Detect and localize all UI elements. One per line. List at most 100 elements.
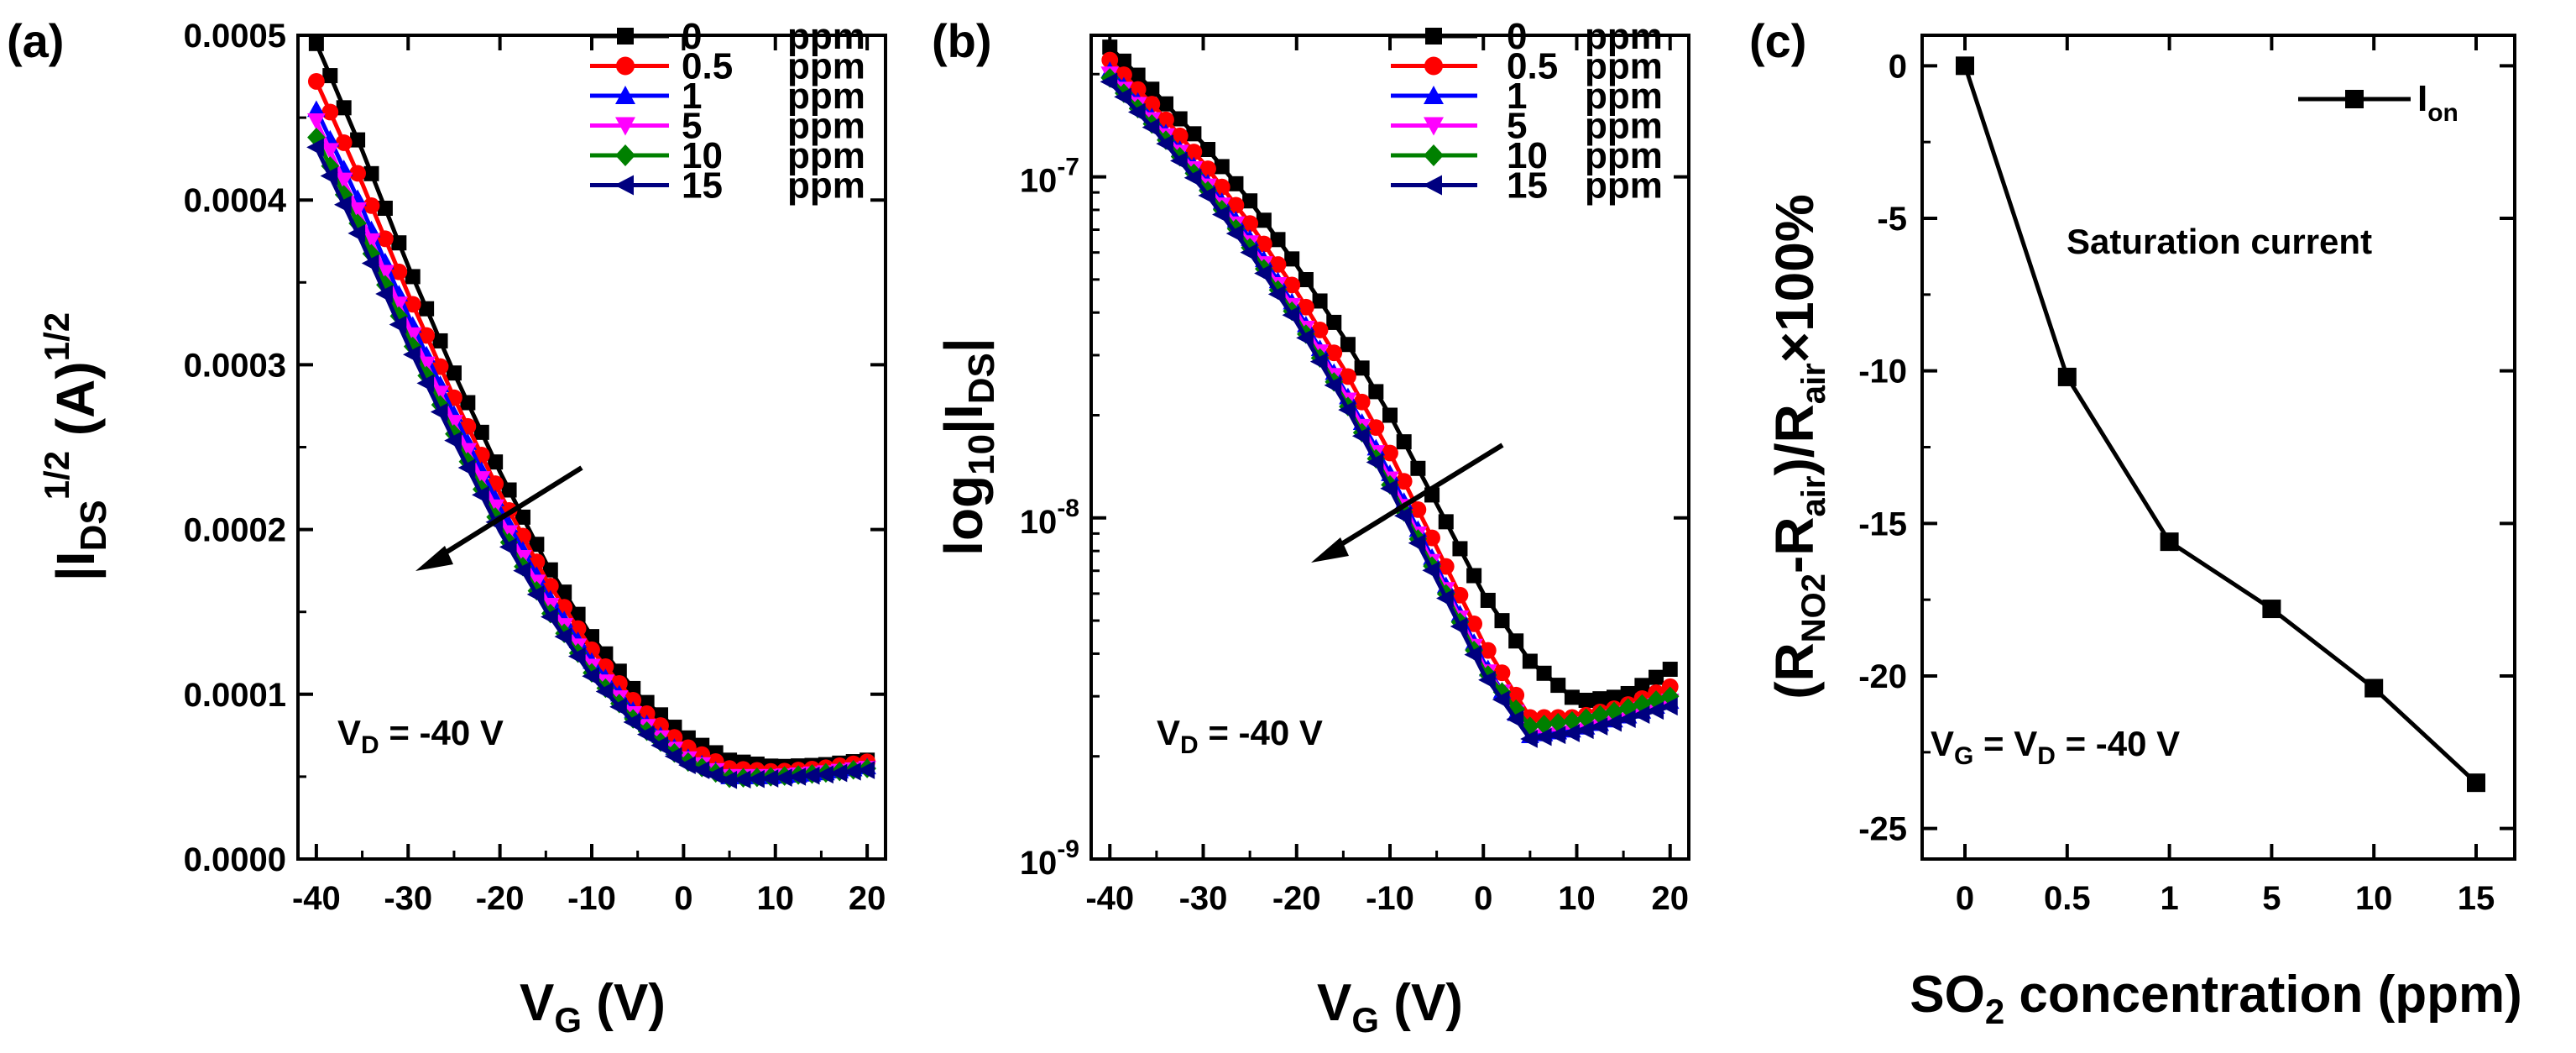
x-tick-label: -40 <box>292 880 341 917</box>
legend-value: 5 <box>682 106 702 147</box>
data-point <box>1508 633 1524 649</box>
data-point <box>1424 529 1440 547</box>
y-tick-label: -25 <box>1858 811 1907 848</box>
y-tick-label: 0.0001 <box>184 677 286 714</box>
y-tick-label: 0.0005 <box>184 18 286 55</box>
data-point <box>651 736 669 755</box>
panel-b-curves <box>1100 39 1680 748</box>
data-point <box>307 100 326 118</box>
legend-item: 10 ppm <box>1391 135 1663 176</box>
legend-item: 1 ppm <box>1391 76 1663 117</box>
data-point <box>1185 144 1203 160</box>
data-point <box>1340 337 1356 353</box>
legend-item: 5 ppm <box>1391 106 1663 147</box>
data-point <box>844 762 861 781</box>
data-point <box>1564 689 1580 705</box>
legend-value: 10 <box>1507 135 1548 176</box>
x-tick-label: 10 <box>2355 880 2393 917</box>
data-point <box>1183 168 1202 187</box>
data-point <box>499 537 517 557</box>
panel-c-legend-label: Ion <box>2417 78 2458 127</box>
data-point <box>802 766 820 785</box>
y-tick-label: 10-7 <box>1020 154 1079 200</box>
data-point <box>639 694 655 710</box>
y-tick-label: 0.0004 <box>184 182 287 219</box>
data-point <box>473 424 489 440</box>
panel-c-curves <box>1956 56 2485 793</box>
data-point <box>1438 514 1454 530</box>
data-point <box>1142 118 1160 137</box>
panel-b-trend-arrow <box>1311 443 1504 563</box>
y-tick-label: 10-9 <box>1020 836 1079 882</box>
legend-marker <box>1425 28 1442 45</box>
x-tick-label: 20 <box>849 880 886 917</box>
data-point <box>513 561 530 580</box>
data-point <box>1534 727 1552 747</box>
data-point <box>1214 159 1230 175</box>
data-point <box>2467 773 2485 793</box>
data-point <box>1408 533 1426 553</box>
data-point <box>1283 276 1301 294</box>
data-point <box>1662 662 1678 678</box>
data-point <box>1127 102 1146 122</box>
panel-a-x-axis-label: VG (V) <box>520 974 666 1040</box>
data-point <box>1478 670 1496 689</box>
data-point <box>457 458 476 477</box>
legend-marker <box>615 86 635 104</box>
data-point <box>1102 39 1118 55</box>
data-point <box>526 585 545 604</box>
data-point <box>582 667 599 686</box>
data-point <box>417 356 436 374</box>
x-tick-label: -40 <box>1085 880 1134 917</box>
x-tick-label: 20 <box>1652 880 1690 917</box>
data-point <box>1409 500 1427 518</box>
data-point <box>1156 134 1173 153</box>
data-point <box>460 395 476 411</box>
series-line <box>1962 65 2478 785</box>
data-point <box>472 485 489 505</box>
data-point <box>1198 186 1216 205</box>
data-point <box>349 165 366 182</box>
legend-item: 0 ppm <box>1391 16 1663 57</box>
data-point <box>350 132 366 148</box>
data-point <box>1312 293 1328 309</box>
data-point <box>1604 713 1622 732</box>
panel-a-annotation: VD = -40 V <box>337 713 504 759</box>
data-point <box>1534 715 1554 735</box>
data-point <box>306 138 324 157</box>
panel-c-y-axis-label: (RNO2-Rair)/Rair×100% <box>1764 194 1832 699</box>
data-point <box>322 68 338 84</box>
data-point <box>1326 314 1342 330</box>
legend-unit: ppm <box>1585 76 1663 117</box>
data-point <box>446 365 462 381</box>
data-point <box>432 333 448 348</box>
data-point <box>1338 401 1356 419</box>
legend-marker <box>615 144 635 166</box>
data-point <box>1269 256 1287 273</box>
data-point <box>1466 615 1483 632</box>
data-point <box>472 479 491 500</box>
data-point <box>1227 196 1245 214</box>
data-point <box>336 100 352 116</box>
data-point <box>1563 710 1581 731</box>
data-point <box>307 73 325 90</box>
legend-value: 0 <box>682 16 702 57</box>
legend-item: 15 ppm <box>1391 165 1663 207</box>
data-point <box>1225 224 1244 243</box>
legend-unit: ppm <box>787 135 865 176</box>
data-point <box>1646 701 1664 720</box>
legend-unit: ppm <box>1585 165 1663 207</box>
legend-value: 15 <box>682 165 723 207</box>
data-point <box>1396 434 1412 450</box>
panel-c-axes: 0 0.5 1 5 10 150-5-10-15-20-25 <box>1858 35 2515 917</box>
legend-unit: ppm <box>1585 135 1663 176</box>
panel-a-legend: 0 ppm 0.5 ppm 1 ppm 5 ppm 10 ppm 15 ppm <box>590 16 865 207</box>
data-point <box>1956 56 1974 76</box>
data-point <box>418 327 436 344</box>
data-point <box>857 761 875 779</box>
data-point <box>377 201 393 217</box>
legend-item: 10 ppm <box>590 135 865 176</box>
panel-c-annotation-title: Saturation current <box>2067 222 2372 261</box>
data-point <box>375 285 393 303</box>
data-point <box>1297 298 1314 316</box>
